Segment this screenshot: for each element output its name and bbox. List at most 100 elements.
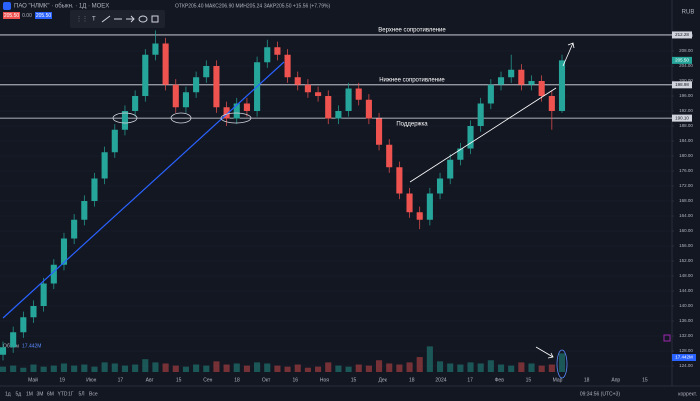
volume-bar (487, 360, 494, 372)
clock: 09:34:56 (UTC+3) (580, 391, 620, 397)
candle-body (172, 84, 179, 108)
tool[interactable] (138, 15, 148, 23)
x-tick-label: Авг (146, 377, 154, 383)
volume-bar (376, 360, 383, 372)
candle-body (365, 99, 372, 119)
volume-bar (0, 366, 7, 372)
range-button[interactable]: 1д (5, 391, 11, 397)
candle-body (508, 69, 515, 78)
volume-bar (416, 357, 423, 372)
buy-badge[interactable] (35, 12, 52, 19)
range-button[interactable]: 5Л (79, 391, 85, 397)
candle-body (386, 144, 393, 168)
indicator-icon[interactable] (663, 334, 671, 342)
candle-body (101, 152, 108, 179)
candle-body (152, 43, 159, 55)
spread: 0.00 (22, 13, 32, 19)
volume-tag (672, 354, 696, 361)
y-tick-label: 168.00 (679, 198, 693, 203)
candle-body (203, 66, 210, 78)
range-button[interactable]: YTD (58, 391, 68, 397)
candle-body (111, 129, 118, 153)
level-tag (672, 31, 692, 39)
x-tick-label: 18 (584, 377, 590, 383)
candle-body (50, 264, 57, 284)
scale-mode: коррект. (678, 391, 697, 397)
range-button[interactable]: 3М (37, 391, 44, 397)
candle-body (193, 77, 200, 93)
volume-bar (182, 366, 189, 372)
volume-bar (304, 367, 311, 372)
candle-body (548, 96, 555, 111)
volume-bar (345, 366, 352, 372)
x-tick-label: Сен (203, 377, 212, 383)
x-tick-label: Май (28, 376, 38, 383)
volume-bar (558, 353, 566, 372)
candle-body (121, 111, 129, 130)
candle-body (426, 193, 433, 220)
candle-body (447, 159, 454, 179)
x-tick-label: 17 (467, 377, 473, 383)
range-button[interactable]: 1Г (68, 391, 74, 397)
range-button[interactable]: 5д (16, 391, 22, 397)
candle-body (40, 283, 47, 306)
x-tick-label: 16 (292, 377, 298, 383)
x-tick-label: 15 (526, 377, 532, 383)
tool[interactable] (151, 15, 159, 23)
tool[interactable]: T (92, 17, 96, 23)
candle-body (294, 77, 301, 85)
candle-body (345, 88, 352, 111)
volume-bar (243, 365, 250, 372)
level-label: 190.10 (675, 115, 689, 120)
candle-body (213, 66, 220, 108)
candle-body (538, 81, 545, 96)
candle-body (10, 332, 17, 348)
volume-bar (254, 362, 261, 372)
x-tick-label: Апр (611, 377, 620, 383)
volume-bar (162, 363, 169, 372)
x-tick-label: Окт (262, 377, 271, 383)
range-button[interactable]: 6М (47, 391, 54, 397)
candle-body (416, 212, 423, 220)
ellipse (170, 112, 192, 124)
level-name: Нижнее сопротивление (379, 77, 445, 83)
tool[interactable] (126, 15, 135, 23)
x-tick-label: Дек (379, 377, 388, 383)
sell-badge[interactable] (3, 12, 20, 19)
candle-body (315, 92, 322, 96)
candle-body (243, 103, 250, 111)
x-tick-label: 15 (642, 377, 648, 383)
volume-bar (447, 363, 454, 372)
candle-body (264, 47, 271, 63)
y-tick-label: 148.00 (679, 273, 693, 278)
y-tick-label: 208.00 (679, 48, 693, 53)
buy-price[interactable]: 205.50 (36, 13, 52, 19)
range-button[interactable]: 1М (26, 391, 33, 397)
ohlc: ОТКР205.40 МАКС206.90 МИН205.24 ЗАКР205.… (175, 3, 330, 9)
candle-body (162, 43, 169, 85)
logo (3, 2, 11, 10)
volume-bar (223, 364, 230, 372)
volume-bar (508, 365, 515, 372)
tool[interactable]: ⋮⋮ (76, 17, 88, 23)
range-button[interactable]: Все (89, 391, 98, 397)
symbol[interactable]: ПАО "НЛМК" · обыкн. · 1Д · MOEX (14, 4, 109, 10)
currency[interactable]: RUB (682, 10, 695, 16)
sell-price[interactable]: 205.50 (4, 13, 20, 19)
y-tick-label: 172.00 (679, 183, 693, 188)
candle-body (132, 96, 139, 111)
tool[interactable] (101, 15, 111, 23)
y-tick-label: 204.00 (679, 63, 693, 68)
candle-body (335, 111, 342, 119)
candle-body (396, 167, 403, 194)
volume-bar (142, 359, 149, 372)
candle-body (233, 103, 240, 119)
candle-body (284, 54, 291, 78)
y-tick-label: 144.00 (679, 288, 693, 293)
volume-bar (121, 365, 129, 372)
volume-bar (457, 364, 464, 372)
volume-bar (50, 365, 57, 372)
candle-body (406, 193, 413, 213)
